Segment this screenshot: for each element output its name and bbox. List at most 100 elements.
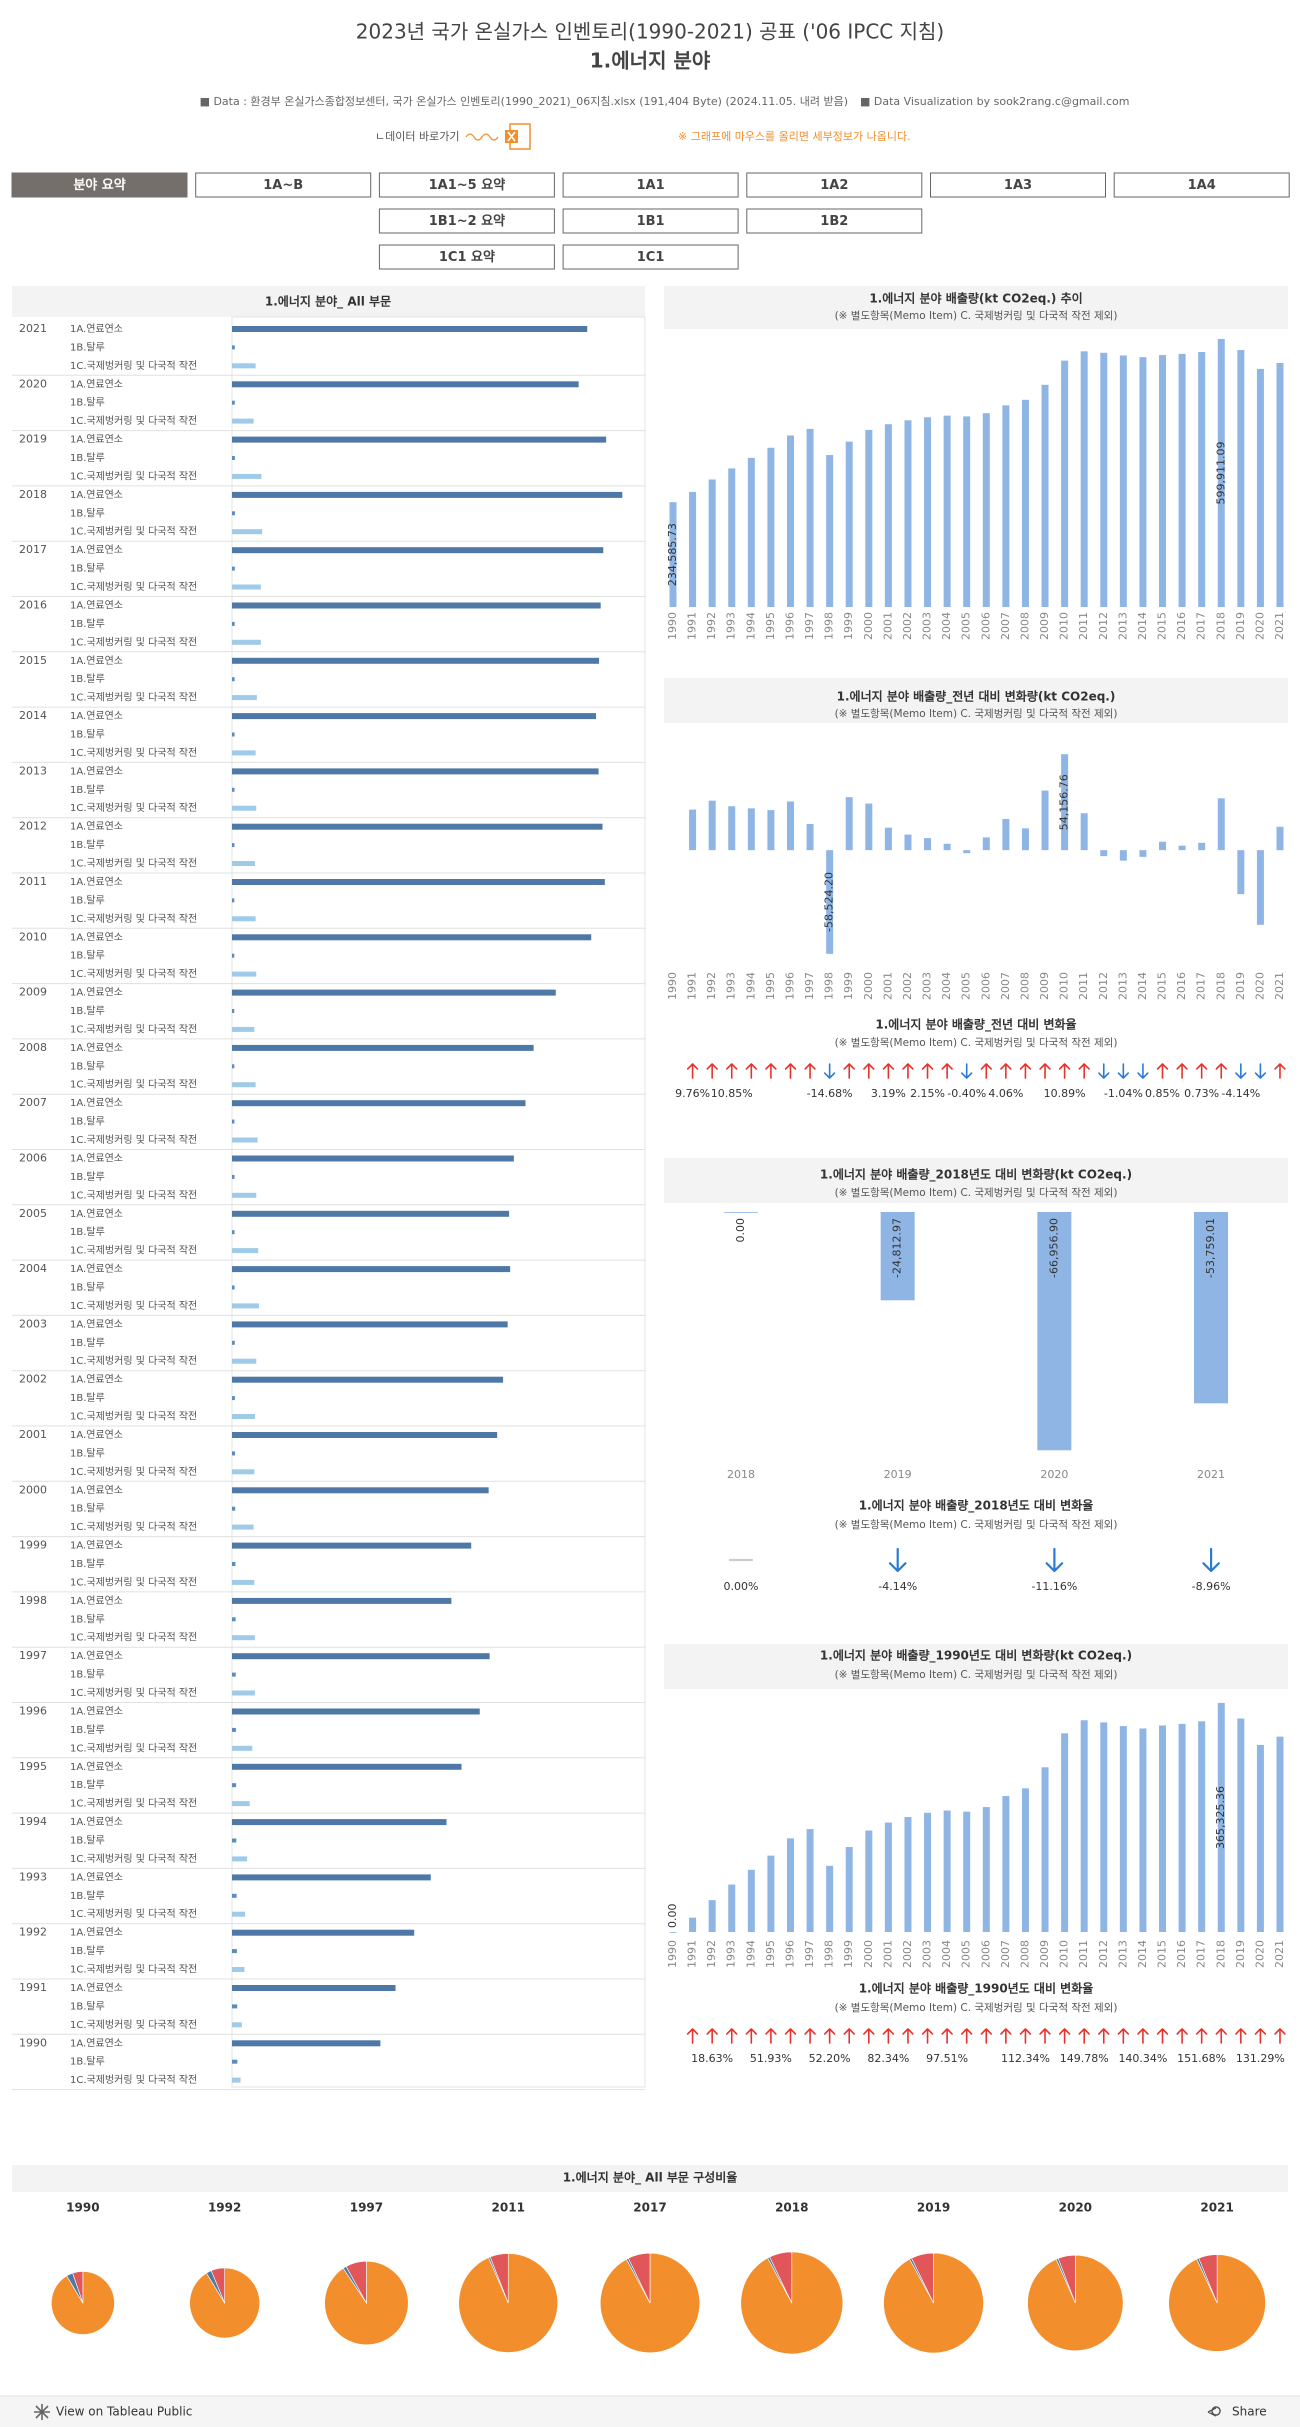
row-label: 1A.연료연소 bbox=[70, 1484, 123, 1496]
x-tick-label: 1997 bbox=[803, 1940, 816, 1968]
nav-tab[interactable] bbox=[378, 172, 555, 198]
nav-tab-label[interactable]: 1B1 bbox=[637, 214, 665, 229]
bar bbox=[1080, 813, 1088, 851]
x-tick-label: 1991 bbox=[686, 1940, 699, 1968]
row-label: 1C.국제벙커링 및 다국적 작전 bbox=[70, 360, 197, 372]
nav-tab[interactable] bbox=[562, 244, 739, 270]
data-link[interactable]: ㄴ데이터 바로가기 bbox=[375, 130, 459, 143]
row-label: 1C.국제벙커링 및 다국적 작전 bbox=[70, 2074, 197, 2086]
x-tick-label: 2012 bbox=[1097, 612, 1110, 640]
nav-tab-label[interactable]: 1C1 요약 bbox=[439, 249, 495, 265]
bar bbox=[826, 850, 834, 954]
pie-slice bbox=[627, 2252, 651, 2304]
nav-tab-label[interactable]: 1B2 bbox=[820, 214, 848, 229]
nav-tab[interactable] bbox=[378, 208, 555, 234]
nav-tab[interactable] bbox=[1113, 172, 1290, 198]
x-tick-label: 2010 bbox=[1058, 972, 1071, 1000]
pie-slice bbox=[1198, 2254, 1218, 2304]
x-tick-label: 2020 bbox=[1253, 972, 1266, 1000]
nav-tab-label[interactable]: 1B1~2 요약 bbox=[429, 213, 505, 229]
data-label: 2.15% bbox=[910, 1087, 945, 1100]
change-arrow bbox=[1156, 1063, 1169, 1079]
nav-tab[interactable] bbox=[378, 244, 555, 270]
x-tick-label: 2021 bbox=[1273, 972, 1286, 1000]
nav-tab-label[interactable]: 1A1~5 요약 bbox=[429, 177, 506, 193]
data-label: 18.63% bbox=[691, 2052, 733, 2065]
year-label: 1995 bbox=[19, 1760, 47, 1773]
bar bbox=[708, 479, 716, 607]
row-label: 1A.연료연소 bbox=[70, 544, 123, 556]
row-label: 1A.연료연소 bbox=[70, 765, 123, 777]
bar bbox=[1159, 1725, 1167, 1932]
nav-tab-label[interactable]: 분야 요약 bbox=[73, 177, 125, 193]
x-tick-label: 2001 bbox=[881, 1940, 894, 1968]
year-label: 2008 bbox=[19, 1041, 47, 1054]
row-label: 1B.탈루 bbox=[70, 617, 105, 630]
nav-tab-label[interactable]: 1A2 bbox=[820, 178, 848, 193]
x-tick-label: 2019 bbox=[1234, 972, 1247, 1000]
bar bbox=[232, 1266, 511, 1273]
bar bbox=[1159, 841, 1167, 851]
data-label: 0.73% bbox=[1184, 1087, 1219, 1100]
row-label: 1B.탈루 bbox=[70, 728, 105, 741]
nav-tab[interactable] bbox=[930, 172, 1106, 198]
nav-tab[interactable] bbox=[746, 172, 923, 198]
x-tick-label: 1991 bbox=[686, 972, 699, 1000]
change-arrow bbox=[726, 2028, 738, 2044]
bar bbox=[232, 1763, 462, 1770]
change-arrow bbox=[1137, 2028, 1149, 2044]
x-tick-label: 2021 bbox=[1273, 1940, 1286, 1968]
x-tick-label: 2001 bbox=[881, 972, 894, 1000]
nav-tab-label[interactable]: 1C1 bbox=[637, 250, 665, 265]
nav-tab[interactable] bbox=[562, 208, 739, 234]
x-tick-label: 1990 bbox=[666, 972, 679, 1000]
bar bbox=[232, 1432, 498, 1438]
view-link[interactable]: View on Tableau Public bbox=[56, 2405, 192, 2419]
change-arrow bbox=[1137, 1063, 1149, 1079]
row-label: 1A.연료연소 bbox=[70, 1097, 123, 1109]
data-label: 112.34% bbox=[1001, 2052, 1050, 2065]
bar bbox=[943, 415, 951, 607]
year-label: 2009 bbox=[19, 986, 47, 999]
data-label: -8.96% bbox=[1192, 1580, 1231, 1593]
data-label: -0.40% bbox=[947, 1087, 986, 1100]
nav-tab[interactable] bbox=[562, 172, 739, 198]
excel-icon[interactable] bbox=[505, 123, 531, 150]
bar bbox=[232, 1230, 235, 1235]
bar bbox=[232, 861, 255, 866]
pie-label: 1990 bbox=[66, 2201, 99, 2215]
row-label: 1B.탈루 bbox=[70, 1944, 105, 1957]
x-tick-label: 2007 bbox=[999, 1940, 1012, 1968]
nav-tab-label[interactable]: 1A1 bbox=[637, 178, 665, 193]
nav-tab-label[interactable]: 1A3 bbox=[1004, 178, 1032, 193]
bar bbox=[806, 1829, 814, 1932]
bar bbox=[1021, 828, 1029, 851]
change-arrow bbox=[1235, 1063, 1247, 1079]
change-arrow bbox=[961, 1063, 973, 1079]
nav-tab-label[interactable]: 1A4 bbox=[1188, 178, 1216, 193]
x-tick-label: 2005 bbox=[960, 612, 973, 640]
nav-tab[interactable] bbox=[195, 172, 372, 198]
data-label: -4.14% bbox=[878, 1580, 917, 1593]
bar bbox=[232, 1321, 508, 1328]
pie-slice bbox=[210, 2267, 225, 2304]
bar bbox=[924, 417, 932, 607]
x-tick-label: 2012 bbox=[1097, 1940, 1110, 1968]
change-arrow bbox=[1254, 1063, 1267, 1079]
bar bbox=[669, 1932, 677, 1933]
year-label: 2013 bbox=[19, 764, 47, 777]
bar bbox=[232, 2022, 242, 2028]
data-label: -14.68% bbox=[807, 1087, 853, 1100]
share-button[interactable]: Share bbox=[1232, 2405, 1267, 2419]
data-label: 82.34% bbox=[867, 2052, 909, 2065]
change-arrow bbox=[804, 2028, 816, 2044]
nav-tab[interactable] bbox=[11, 172, 188, 198]
nav-tab-label[interactable]: 1A~B bbox=[263, 178, 303, 193]
nav-tab[interactable] bbox=[746, 208, 923, 234]
x-tick-label: 2020 bbox=[1253, 612, 1266, 640]
row-label: 1C.국제벙커링 및 다국적 작전 bbox=[70, 1245, 197, 1257]
x-tick-label: 1998 bbox=[823, 612, 836, 640]
bar bbox=[880, 1212, 915, 1301]
bar bbox=[845, 1847, 853, 1932]
bar bbox=[232, 1819, 447, 1826]
